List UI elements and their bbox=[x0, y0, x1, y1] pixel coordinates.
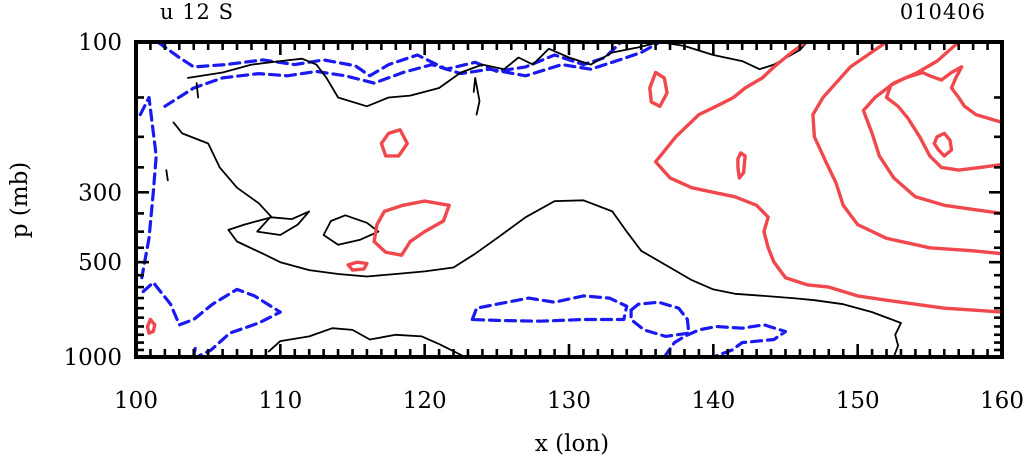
zero-contour-5 bbox=[322, 214, 380, 246]
y-tick-label: 300 bbox=[78, 180, 122, 206]
negative-contour-3 bbox=[156, 40, 623, 78]
title-left: u 12 S bbox=[160, 0, 234, 24]
positive-contour-4 bbox=[648, 70, 669, 108]
positive-contour-5 bbox=[736, 151, 747, 180]
positive-contour-11 bbox=[145, 317, 157, 335]
x-tick-label: 120 bbox=[403, 388, 447, 414]
x-tick-label: 110 bbox=[258, 388, 302, 414]
x-tick-label: 150 bbox=[836, 388, 880, 414]
x-tick-label: 160 bbox=[980, 388, 1024, 414]
negative-contour-7 bbox=[662, 323, 788, 359]
y-tick-label: 1000 bbox=[63, 345, 122, 371]
positive-contour-9 bbox=[884, 65, 1004, 172]
y-axis-label: p (mb) bbox=[7, 162, 33, 239]
plot-frame bbox=[134, 40, 1004, 359]
title-right: 010406 bbox=[900, 0, 986, 24]
zero-contour-1 bbox=[172, 121, 902, 358]
positive-contour-1 bbox=[379, 128, 409, 158]
x-axis-label: x (lon) bbox=[535, 431, 609, 457]
positive-contour-2 bbox=[372, 199, 451, 257]
positive-contour-8 bbox=[861, 40, 1004, 216]
negative-contour-4 bbox=[163, 40, 662, 108]
x-tick-label: 100 bbox=[114, 388, 158, 414]
contour-lines bbox=[138, 40, 1004, 359]
zero-contour-4 bbox=[256, 210, 311, 236]
y-tick-label: 100 bbox=[78, 30, 122, 56]
y-tick-label: 500 bbox=[78, 250, 122, 276]
positive-contour-3 bbox=[346, 260, 369, 272]
negative-contour-6 bbox=[629, 300, 691, 338]
zero-contour-2 bbox=[187, 41, 808, 108]
x-tick-labels: 100 110 120 130 140 150 160 bbox=[114, 388, 1024, 414]
negative-contour-5 bbox=[470, 294, 629, 323]
x-tick-label: 130 bbox=[547, 388, 591, 414]
positive-contour-7 bbox=[811, 40, 1004, 256]
x-tick-label: 140 bbox=[691, 388, 735, 414]
negative-contour-1 bbox=[138, 95, 158, 280]
positive-contour-6 bbox=[653, 40, 1004, 314]
zero-contour-7 bbox=[165, 169, 169, 182]
zero-contour-3 bbox=[472, 77, 481, 116]
zero-contour-6 bbox=[267, 327, 466, 358]
negative-contour-2 bbox=[141, 280, 282, 358]
axis-ticks bbox=[134, 40, 1004, 359]
positive-contour-10 bbox=[932, 131, 954, 158]
zero-contour-8 bbox=[195, 82, 199, 99]
y-tick-labels: 100 300 500 1000 bbox=[63, 30, 122, 371]
